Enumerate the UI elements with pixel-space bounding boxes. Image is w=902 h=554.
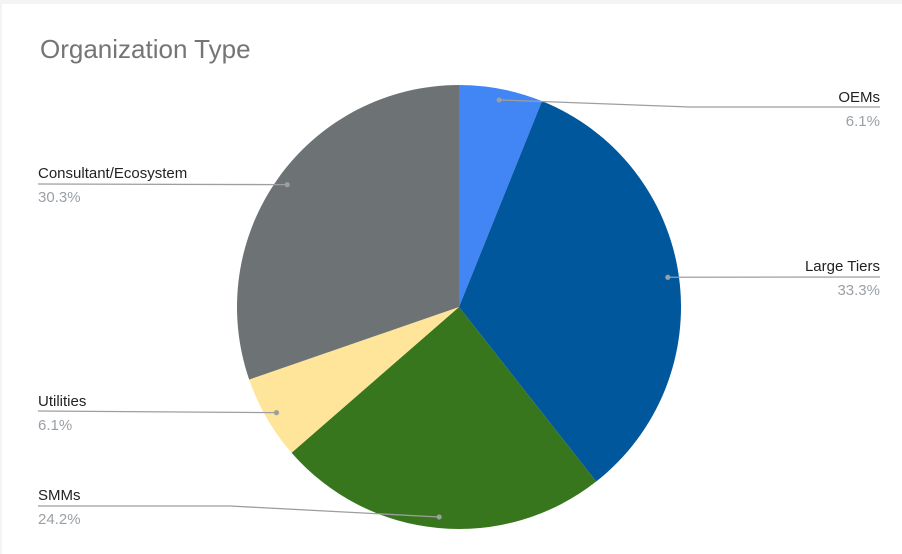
slice-percent-large-tiers: 33.3% bbox=[837, 282, 880, 299]
leader-dot-utilities bbox=[273, 410, 280, 416]
slice-percent-consultant-ecosystem: 30.3% bbox=[38, 189, 81, 206]
slice-label-oems: OEMs bbox=[838, 89, 880, 106]
chart-title: Organization Type bbox=[40, 34, 251, 64]
slice-label-large-tiers: Large Tiers bbox=[805, 258, 880, 275]
pie-slices bbox=[236, 85, 681, 529]
leader-line-oems bbox=[499, 99, 880, 108]
pie-slice-consultant-ecosystem[interactable] bbox=[236, 85, 459, 380]
pie-slice-smms[interactable] bbox=[291, 307, 597, 529]
pie-slice-oems[interactable] bbox=[459, 85, 543, 307]
slice-label-smms: SMMs bbox=[38, 487, 81, 504]
slice-percent-smms: 24.2% bbox=[38, 511, 81, 528]
pie-slice-large-tiers[interactable] bbox=[459, 101, 681, 482]
leader-dot-oems bbox=[496, 97, 502, 103]
slice-percent-oems: 6.1% bbox=[846, 113, 880, 130]
slice-label-utilities: Utilities bbox=[38, 393, 86, 410]
leader-dot-large-tiers bbox=[665, 274, 671, 280]
leader-line-smms bbox=[38, 505, 440, 518]
leader-dot-consultant-ecosystem bbox=[284, 182, 290, 188]
leader-line-consultant-ecosystem bbox=[37, 183, 288, 186]
slice-percent-utilities: 6.1% bbox=[38, 417, 72, 434]
pie-slice-utilities[interactable] bbox=[249, 307, 459, 453]
leader-dot-smms bbox=[436, 514, 442, 520]
leader-line-utilities bbox=[37, 410, 277, 414]
pie-labels: OEMs 6.1% Large Tiers 33.3% SMMs 24.2% Utiliti… bbox=[37, 89, 881, 528]
slice-label-consultant-ecosystem: Consultant/Ecosystem bbox=[38, 165, 187, 182]
